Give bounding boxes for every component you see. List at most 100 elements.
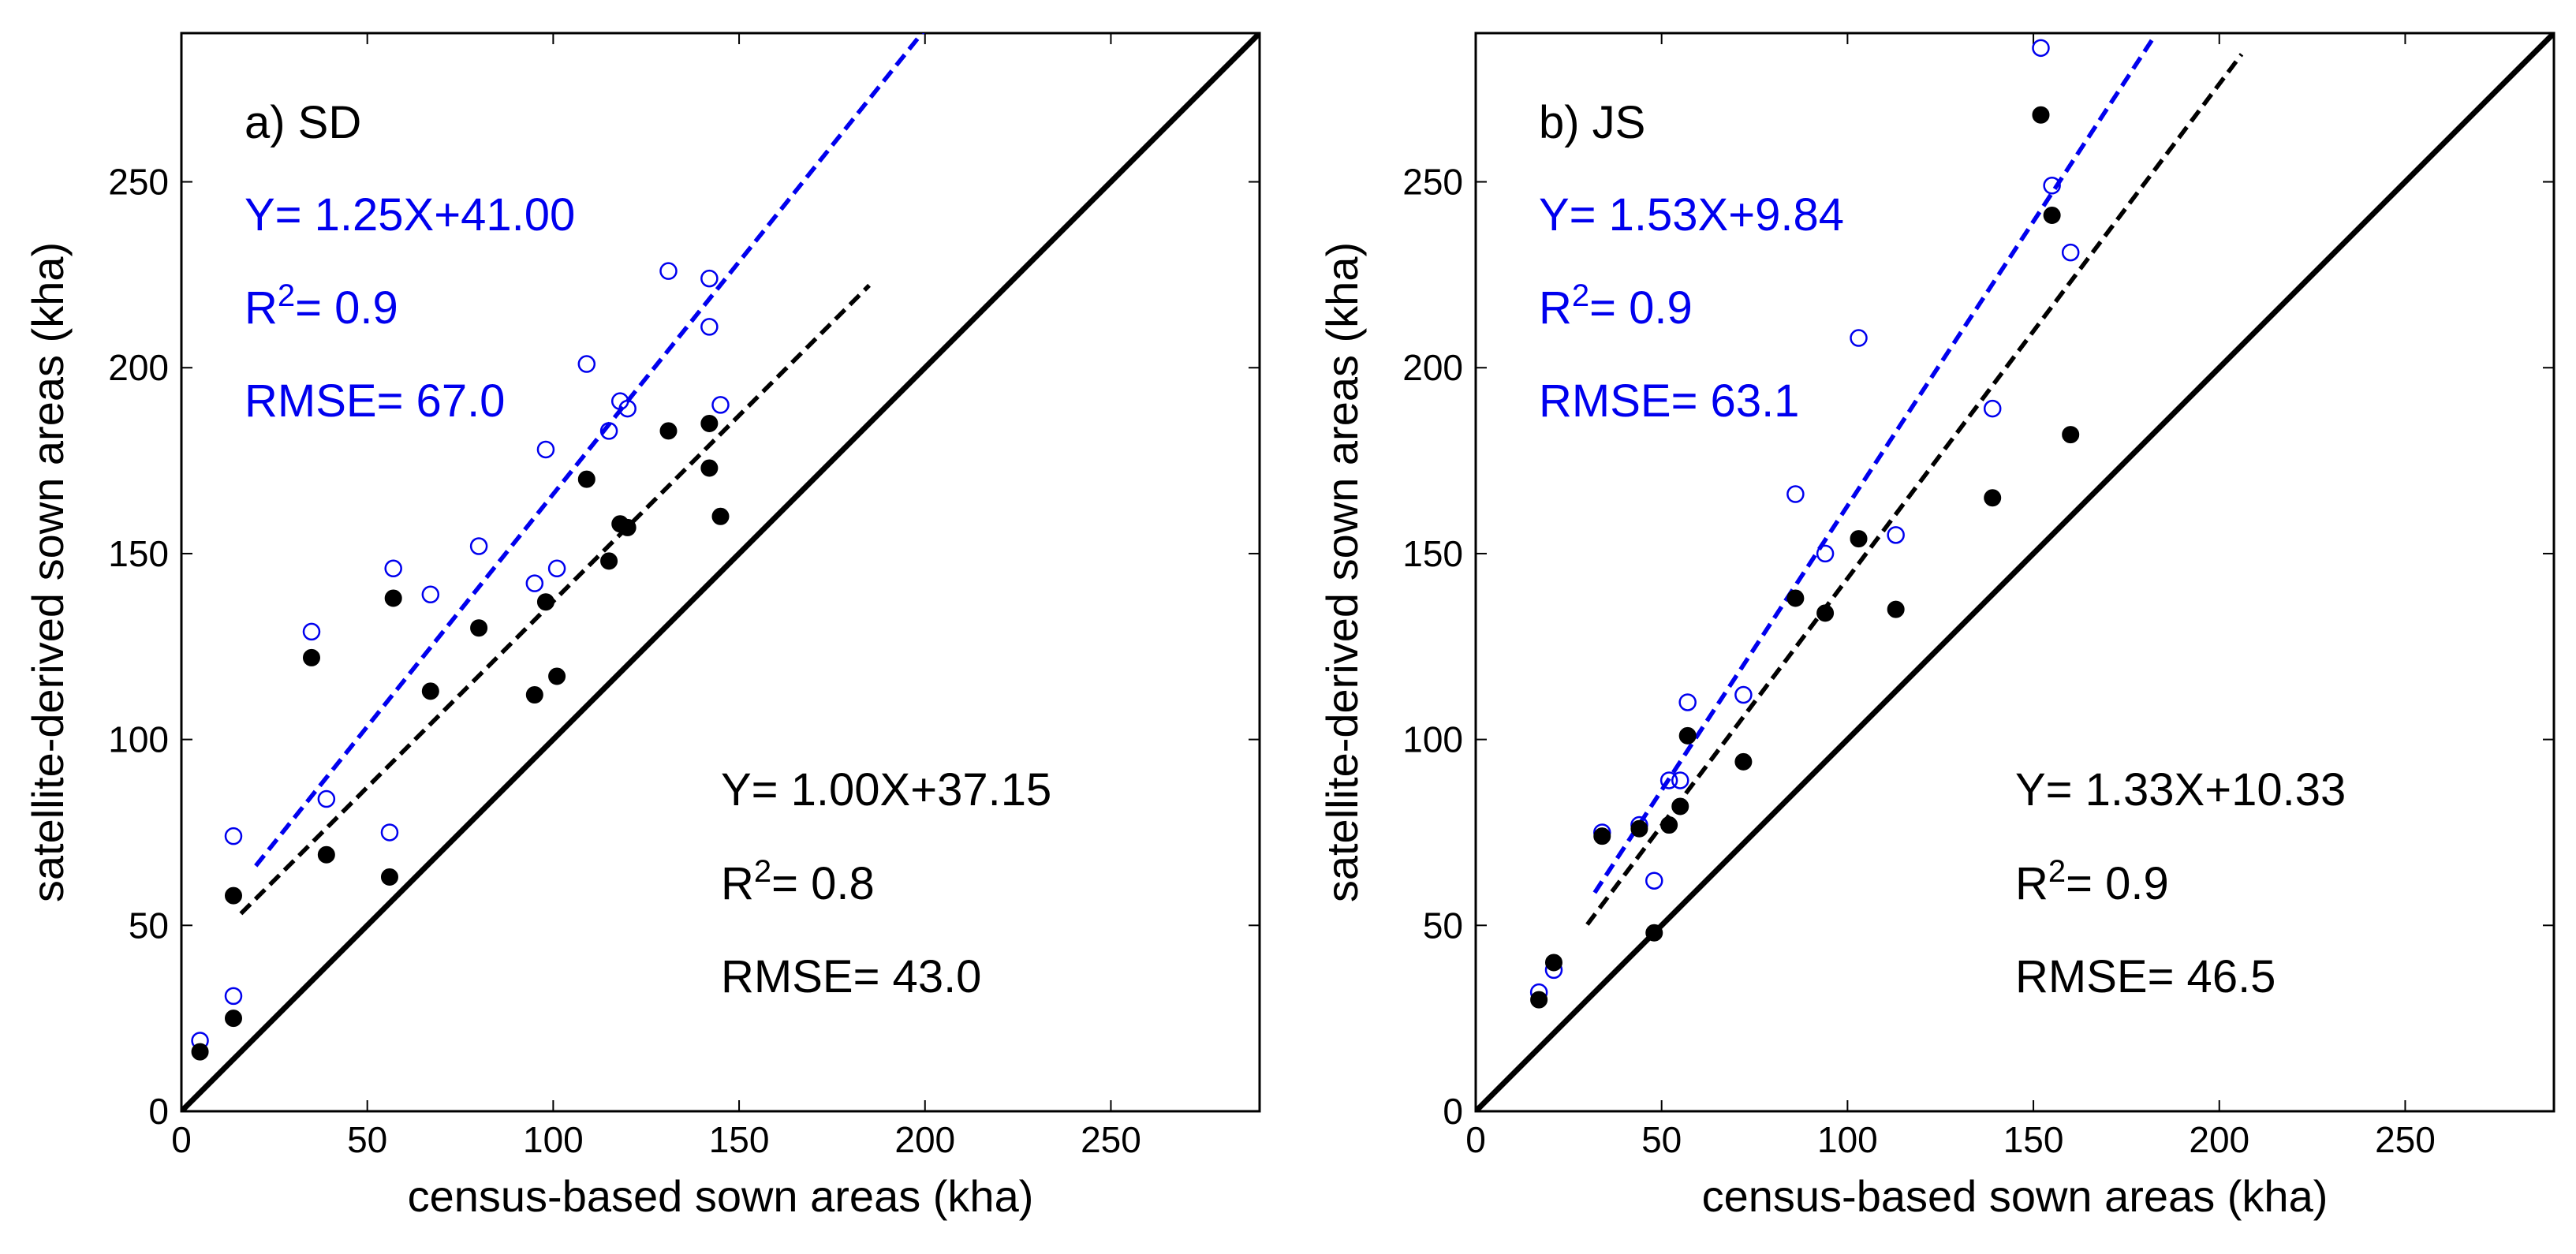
data-point-filled-black: [700, 459, 719, 477]
blue-r-squared: R2= 0.9: [1539, 278, 1693, 334]
data-point-filled-black: [1671, 797, 1689, 815]
data-point-filled-black: [317, 845, 335, 864]
black-r-squared: R2= 0.8: [721, 854, 875, 909]
y-tick-label: 50: [1423, 905, 1463, 946]
blue-fit-equation: Y= 1.25X+41.00: [245, 189, 575, 241]
blue-fit-equation: Y= 1.53X+9.84: [1539, 189, 1844, 241]
data-point-filled-black: [2032, 106, 2050, 124]
data-point-filled-black: [1530, 991, 1548, 1009]
data-point-open-blue: [1887, 526, 1905, 544]
data-point-open-blue: [1850, 329, 1868, 347]
fit-line-filled-black: [1585, 53, 2244, 926]
data-point-filled-black: [380, 868, 398, 886]
x-tick-label: 50: [1641, 1119, 1682, 1160]
x-tick-label: 50: [347, 1119, 387, 1160]
data-point-open-blue: [700, 269, 719, 288]
y-tick-label: 100: [108, 719, 169, 760]
data-point-filled-black: [618, 518, 637, 536]
data-point-open-blue: [1983, 399, 2002, 418]
data-point-filled-black: [191, 1043, 209, 1061]
data-point-filled-black: [600, 552, 618, 570]
chart-panel-2: 0 50 100 150 200 250 0 50 100 150 200 250 census-bas…: [1317, 32, 2555, 1221]
data-point-open-blue: [1645, 871, 1663, 890]
data-point-open-blue: [711, 396, 730, 414]
data-point-open-blue: [317, 789, 336, 808]
data-point-open-blue: [1671, 771, 1689, 789]
data-point-open-blue: [224, 827, 243, 845]
x-tick-label: 250: [2375, 1119, 2436, 1160]
data-point-filled-black: [1887, 600, 1905, 618]
x-tick-label: 150: [709, 1119, 770, 1160]
data-point-open-blue: [599, 422, 618, 440]
data-point-filled-black: [1734, 752, 1753, 771]
data-point-open-blue: [302, 622, 321, 641]
x-tick-label: 100: [523, 1119, 584, 1160]
data-point-open-blue: [1659, 771, 1678, 789]
data-point-open-blue: [1786, 485, 1805, 503]
data-point-open-blue: [618, 399, 637, 418]
data-point-filled-black: [1850, 530, 1868, 548]
data-point-filled-black: [1678, 726, 1697, 745]
y-axis-label: satellite-derived sown areas (kha): [1317, 242, 1367, 902]
data-point-filled-black: [1544, 954, 1562, 972]
data-point-filled-black: [224, 886, 242, 905]
y-tick-label: 250: [108, 162, 169, 203]
data-point-filled-black: [525, 686, 543, 704]
black-r-squared: R2= 0.9: [2015, 854, 2169, 909]
x-tick-label: 150: [2003, 1119, 2064, 1160]
data-point-filled-black: [1593, 827, 1611, 845]
plot-content: [181, 33, 1260, 1111]
y-tick-label: 0: [148, 1091, 169, 1132]
data-point-filled-black: [2043, 206, 2061, 224]
y-tick-label: 100: [1402, 719, 1463, 760]
data-point-open-blue: [2032, 39, 2050, 58]
x-tick-label: 0: [171, 1119, 192, 1160]
fit-line-open-blue: [254, 33, 925, 868]
blue-r-squared: R2= 0.9: [245, 278, 398, 334]
y-tick-label: 200: [1402, 347, 1463, 388]
y-tick-label: 150: [108, 533, 169, 574]
plot-content: [1476, 33, 2554, 1111]
x-tick-label: 200: [2189, 1119, 2249, 1160]
panel-label: a) SD: [245, 97, 361, 148]
plot-frame: [180, 32, 1261, 1113]
panel-label: b) JS: [1539, 97, 1645, 148]
identity-line: [181, 33, 1260, 1111]
y-axis-label: satellite-derived sown areas (kha): [23, 242, 73, 902]
data-point-open-blue: [384, 559, 402, 578]
data-point-filled-black: [224, 1010, 242, 1028]
data-point-open-blue: [2043, 177, 2061, 195]
data-point-filled-black: [384, 589, 402, 607]
data-point-filled-black: [1984, 489, 2002, 507]
data-point-filled-black: [421, 682, 439, 700]
data-point-open-blue: [1816, 544, 1835, 563]
data-point-open-blue: [700, 318, 719, 336]
black-rmse: RMSE= 46.5: [2015, 951, 2275, 1002]
data-point-filled-black: [302, 648, 320, 666]
data-point-filled-black: [548, 667, 566, 685]
fit-line-filled-black: [239, 283, 871, 916]
blue-rmse: RMSE= 67.0: [245, 375, 505, 427]
data-point-filled-black: [1660, 816, 1678, 834]
data-point-filled-black: [700, 414, 719, 432]
plot-frame: [1474, 32, 2555, 1113]
data-point-filled-black: [1786, 589, 1805, 607]
x-tick-label: 100: [1817, 1119, 1878, 1160]
data-point-filled-black: [711, 507, 730, 525]
x-axis-label: census-based sown areas (kha): [1702, 1171, 2328, 1221]
data-point-open-blue: [659, 262, 678, 280]
data-point-open-blue: [525, 574, 544, 592]
x-tick-label: 0: [1465, 1119, 1486, 1160]
y-tick-label: 50: [129, 905, 169, 946]
data-point-filled-black: [1816, 604, 1835, 622]
black-fit-equation: Y= 1.33X+10.33: [2015, 764, 2346, 815]
data-point-open-blue: [547, 559, 566, 578]
data-point-open-blue: [2061, 243, 2080, 262]
data-point-open-blue: [421, 585, 440, 604]
data-point-filled-black: [2062, 426, 2080, 444]
data-point-filled-black: [470, 619, 488, 637]
y-tick-label: 0: [1443, 1091, 1463, 1132]
data-point-open-blue: [224, 987, 243, 1006]
data-point-open-blue: [577, 355, 596, 373]
data-point-filled-black: [659, 422, 678, 440]
